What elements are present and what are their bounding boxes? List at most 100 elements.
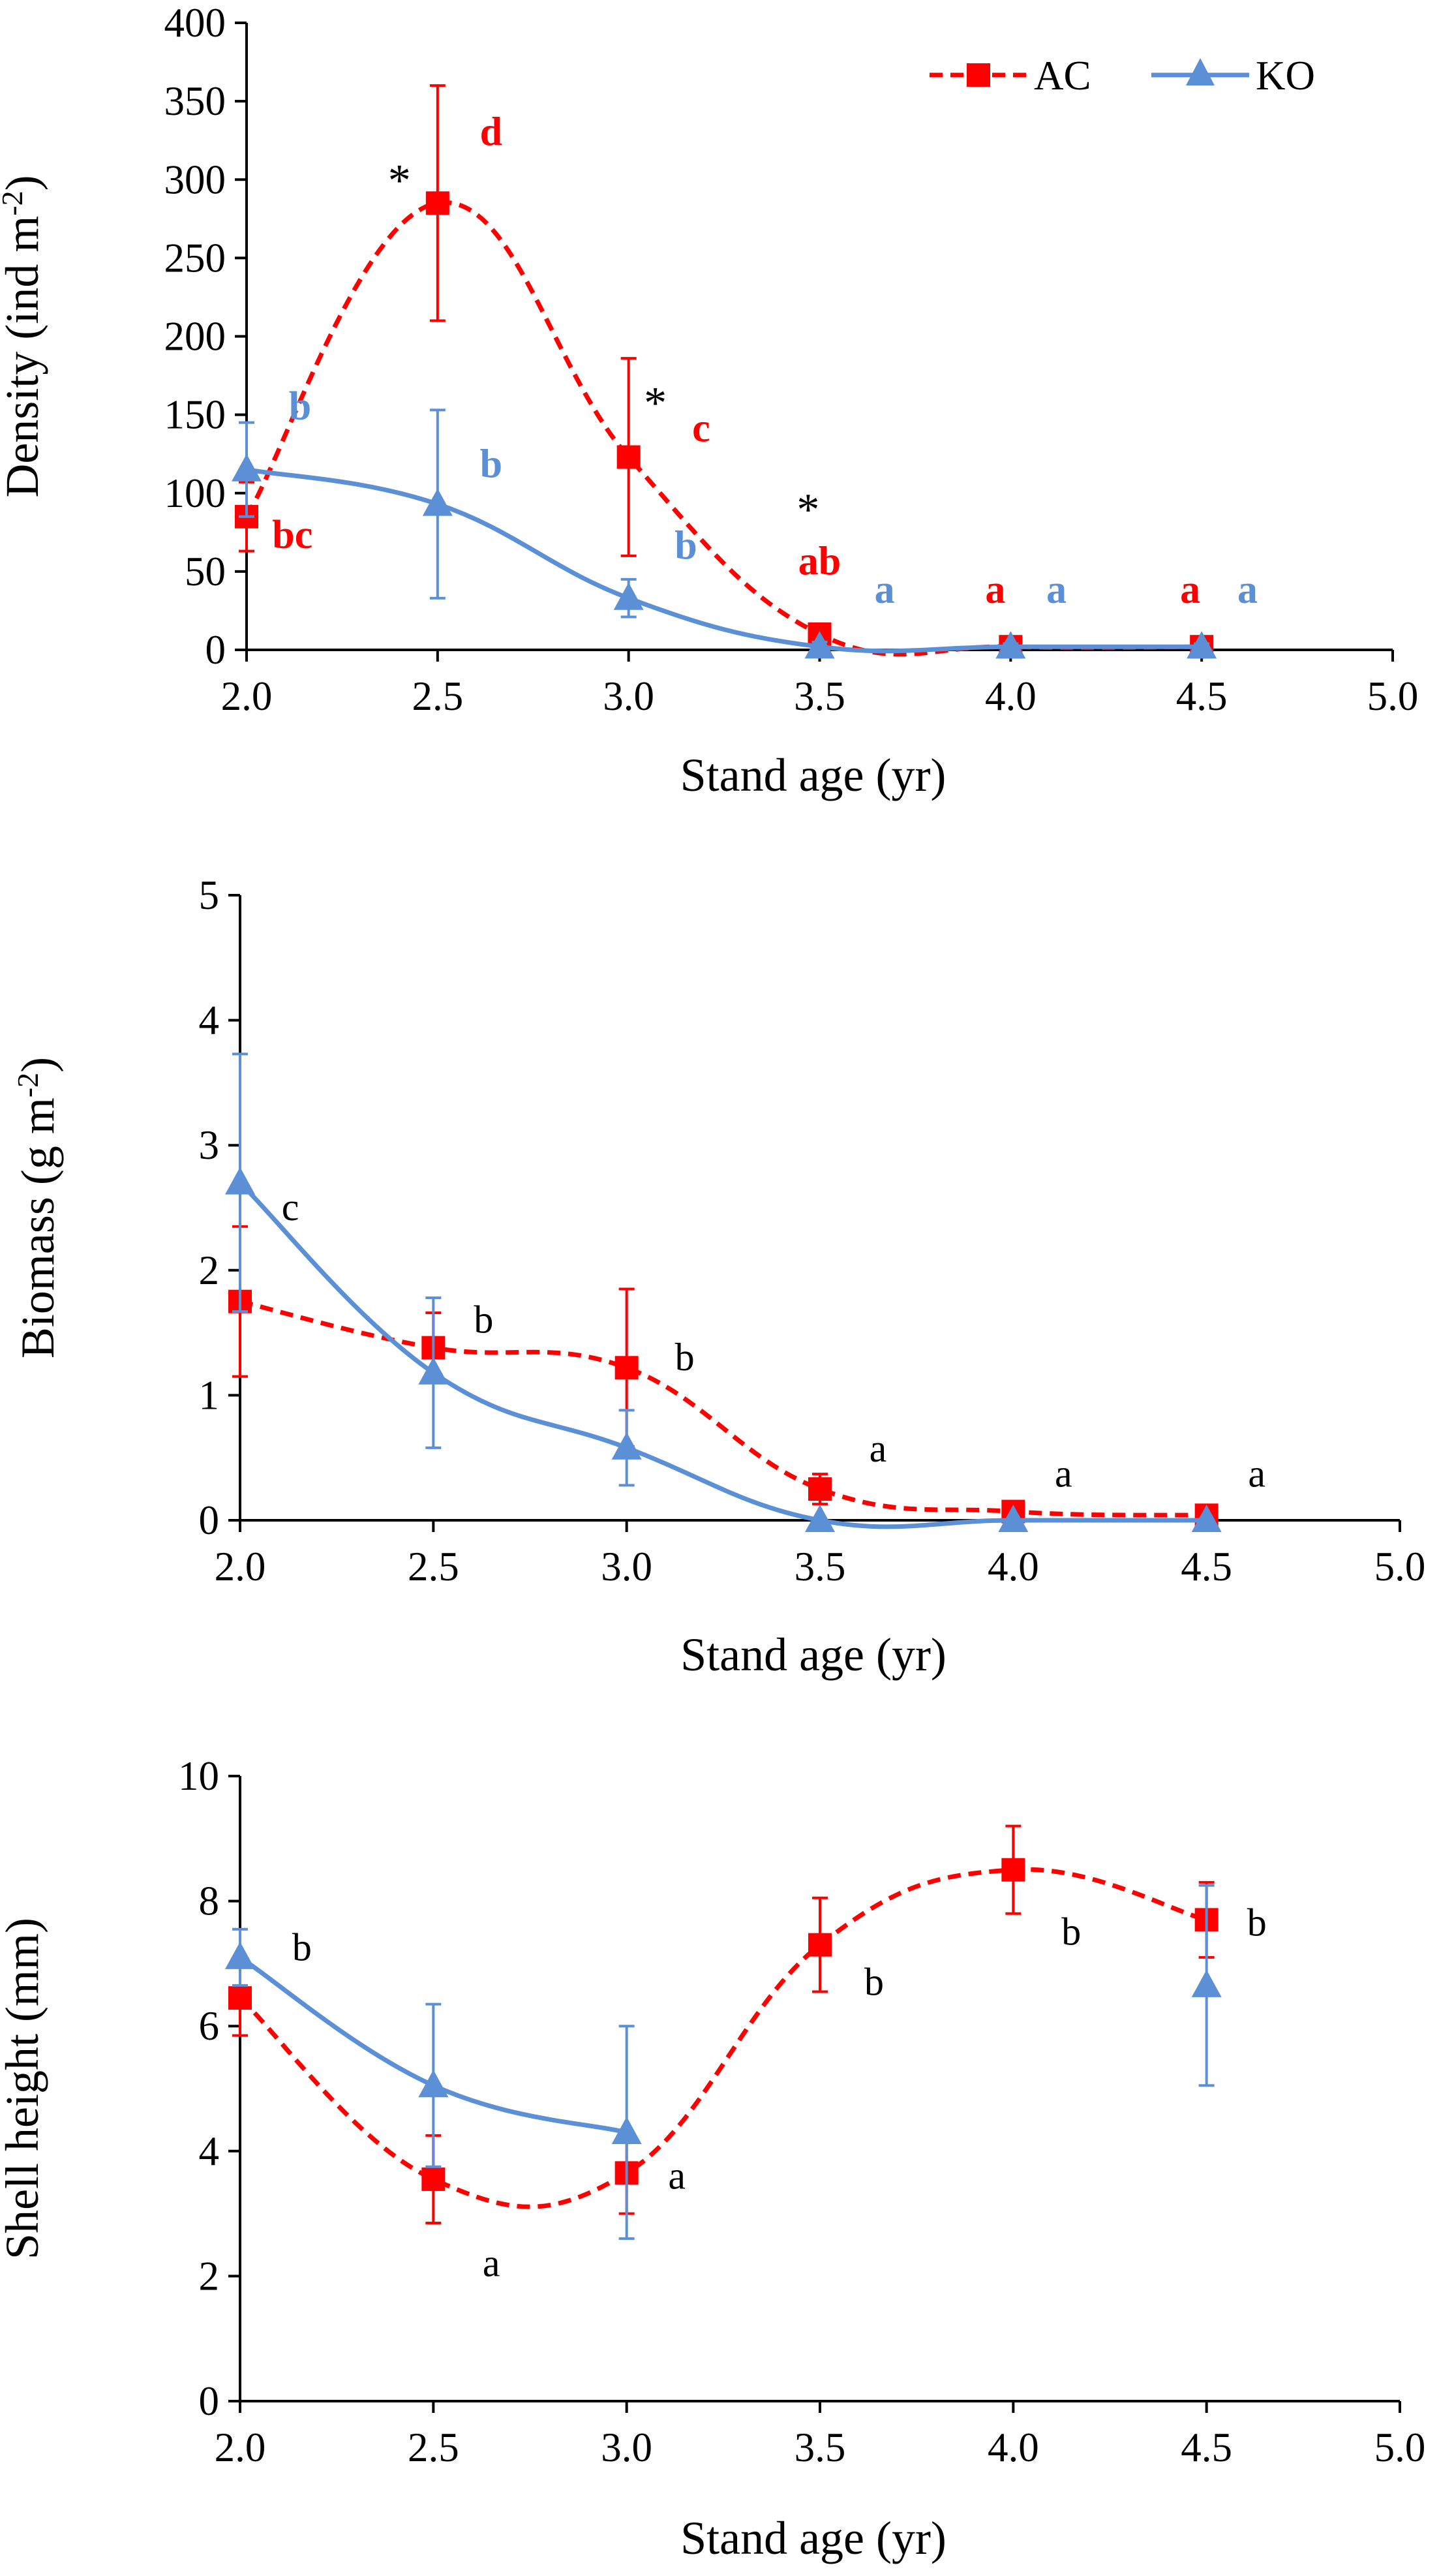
data-point-ac [1001, 1858, 1025, 1882]
x-tick-label: 2.0 [221, 673, 273, 719]
significance-label: b [289, 384, 311, 429]
x-tick-label: 3.5 [794, 673, 845, 719]
data-point-ko [995, 631, 1026, 659]
legend-ko-label: KO [1256, 53, 1315, 99]
y-tick-label: 3 [199, 1122, 220, 1168]
significance-label: bc [272, 513, 312, 557]
significance-label: a [875, 568, 895, 612]
data-point-ko [805, 1505, 835, 1532]
x-tick-label: 5.0 [1367, 673, 1419, 719]
y-tick-label: 2 [199, 1248, 220, 1293]
significance-label: b [674, 524, 697, 568]
chart-density: 0 50 100 150 200 250 300 350 400 2.0 2.5 3.0 3.5 4.0 4… [0, 0, 1418, 801]
data-point-ac [421, 2167, 446, 2191]
y-tick-label: 8 [199, 1878, 220, 1924]
data-point-ko [225, 1167, 255, 1195]
x-tick-label: 2.5 [408, 1544, 459, 1589]
significance-label: a [870, 1427, 887, 1470]
data-point-ko [232, 453, 262, 482]
data-point-ko [1187, 631, 1217, 659]
data-point-ko [611, 1432, 642, 1460]
y-tick-label: 200 [164, 314, 226, 360]
x-tick-label: 2.0 [215, 2425, 266, 2470]
x-tick-label: 4.0 [985, 673, 1037, 719]
data-point-ko [998, 1505, 1029, 1532]
significance-label: * [644, 378, 667, 428]
y-tick-label: 4 [199, 2128, 220, 2174]
y-tick-label: 100 [164, 470, 226, 516]
significance-label: a [1180, 568, 1200, 612]
y-tick-label: 4 [199, 998, 220, 1043]
data-point-ko [418, 2070, 449, 2098]
x-tick-label: 5.0 [1374, 2425, 1426, 2470]
data-point-ko [1191, 1505, 1222, 1532]
data-point-ko [804, 631, 835, 659]
significance-label: b [480, 442, 502, 487]
data-point-ac [808, 1477, 832, 1501]
x-tick-label: 3.5 [795, 2425, 846, 2470]
y-tick-label: 400 [164, 0, 226, 46]
significance-label: b [864, 1960, 884, 2003]
legend-ac-label: AC [1034, 53, 1091, 99]
significance-label: a [668, 2154, 686, 2197]
y-tick-label: 6 [199, 2003, 220, 2049]
y-tick-label: 10 [178, 1753, 219, 1799]
y-tick-label: 50 [185, 549, 226, 594]
significance-label: a [483, 2241, 500, 2284]
data-point-ko [1191, 1969, 1222, 1997]
chart-biomass: 0 1 2 3 4 5 2.0 2.5 3.0 3.5 4.0 4.5 5.0 Stand age (yr… [11, 872, 1425, 1681]
x-axis-label: Stand age (yr) [680, 2512, 947, 2564]
legend: AC KO [930, 53, 1315, 99]
legend-ko-marker [1186, 58, 1215, 85]
data-point-ac [808, 1933, 832, 1957]
significance-label: d [480, 110, 502, 154]
x-tick-label: 4.0 [988, 2425, 1039, 2470]
y-tick-label: 250 [164, 235, 226, 281]
y-tick-label: 5 [199, 872, 220, 918]
x-tick-label: 2.5 [412, 673, 463, 719]
data-point-ac [616, 445, 641, 469]
x-tick-label: 3.5 [795, 1544, 846, 1589]
significance-label: * [796, 485, 819, 535]
x-axis-label: Stand age (yr) [680, 749, 947, 801]
significance-label: a [985, 568, 1005, 612]
significance-label: * [388, 155, 411, 206]
y-tick-label: 350 [164, 78, 226, 124]
data-point-ko [613, 582, 644, 610]
legend-ac-marker [967, 63, 990, 87]
significance-label: b [474, 1298, 493, 1342]
x-tick-label: 3.0 [603, 673, 654, 719]
x-tick-label: 4.5 [1176, 673, 1228, 719]
data-point-ko [418, 1357, 449, 1385]
data-point-ac [614, 1356, 639, 1380]
x-tick-label: 4.5 [1181, 1544, 1232, 1589]
significance-label: a [1248, 1452, 1265, 1495]
x-axis-label: Stand age (yr) [680, 1629, 947, 1681]
significance-label: a [1237, 568, 1258, 612]
series-line-ac [238, 1867, 1207, 2209]
x-tick-label: 5.0 [1374, 1544, 1426, 1589]
chart-shell_height: 0 2 4 6 8 10 2.0 2.5 3.0 3.5 4.0 4.5 5.0 Stand age (y… [0, 1753, 1425, 2564]
y-axis-label: Density (ind m-2) [0, 175, 48, 497]
significance-label: a [1046, 568, 1067, 612]
data-point-ko [611, 2117, 642, 2145]
x-tick-label: 4.5 [1181, 2425, 1232, 2470]
data-point-ko [225, 1941, 255, 1969]
significance-label: b [1247, 1901, 1267, 1944]
data-point-ko [422, 488, 453, 516]
x-tick-label: 3.0 [601, 1544, 652, 1589]
data-point-ac [228, 1986, 252, 2010]
y-tick-label: 2 [199, 2253, 220, 2299]
y-tick-label: 150 [164, 392, 226, 438]
x-tick-label: 2.5 [408, 2425, 459, 2470]
x-tick-label: 3.0 [601, 2425, 652, 2470]
y-axis-label: Biomass (g m-2) [11, 1057, 64, 1358]
significance-label: ab [798, 540, 841, 584]
x-tick-label: 4.0 [988, 1544, 1039, 1589]
y-tick-label: 0 [199, 1497, 220, 1543]
x-tick-label: 2.0 [215, 1544, 266, 1589]
significance-label: b [292, 1926, 312, 1969]
significance-label: c [692, 406, 710, 450]
series-line-ac [239, 1299, 1207, 1518]
